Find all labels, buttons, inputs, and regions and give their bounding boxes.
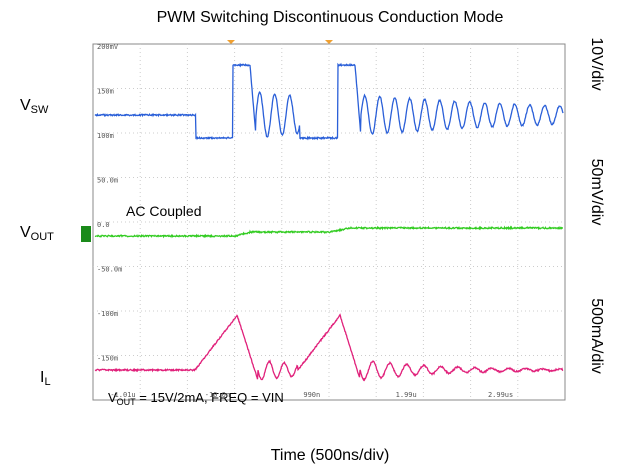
scope-x-label: 2.99us bbox=[488, 391, 513, 399]
vout-label: VOUT bbox=[20, 224, 54, 243]
scope-y-label: 150m bbox=[97, 88, 114, 96]
annotation: AC Coupled bbox=[126, 203, 202, 219]
trace-vout bbox=[94, 225, 563, 239]
channel-marker bbox=[81, 226, 91, 242]
grid bbox=[93, 44, 565, 400]
scope-y-label: -150m bbox=[97, 355, 118, 363]
trace-vsw bbox=[94, 62, 564, 141]
traces bbox=[94, 62, 564, 382]
annotation: VOUT = 15V/2mA, FREQ = VIN bbox=[108, 390, 284, 407]
il-label: IL bbox=[40, 369, 51, 388]
scope-y-label: 0.0 bbox=[97, 221, 110, 229]
scope-y-label: 200mV bbox=[97, 43, 119, 51]
scope-x-label: -1.01u bbox=[110, 391, 135, 399]
scope-y-label: -50.0m bbox=[97, 266, 122, 274]
scale-label: 10V/div bbox=[588, 37, 605, 90]
scope-x-label: 1.99u bbox=[396, 391, 417, 399]
x-axis-label: Time (500ns/div) bbox=[271, 447, 390, 464]
title: PWM Switching Discontinuous Conduction M… bbox=[157, 9, 504, 26]
trace-il bbox=[94, 313, 564, 382]
trigger-marker bbox=[227, 40, 333, 44]
scope-y-label: -100m bbox=[97, 310, 118, 318]
scope-y-label: 50.0m bbox=[97, 177, 118, 185]
scale-label: 500mA/div bbox=[588, 298, 605, 374]
scope-y-label: 100m bbox=[97, 132, 114, 140]
scope-x-label: 990n bbox=[303, 391, 320, 399]
scale-label: 50mV/div bbox=[588, 159, 605, 226]
scope-x-label: -10.0n bbox=[205, 391, 230, 399]
vsw-label: VSW bbox=[20, 97, 49, 116]
